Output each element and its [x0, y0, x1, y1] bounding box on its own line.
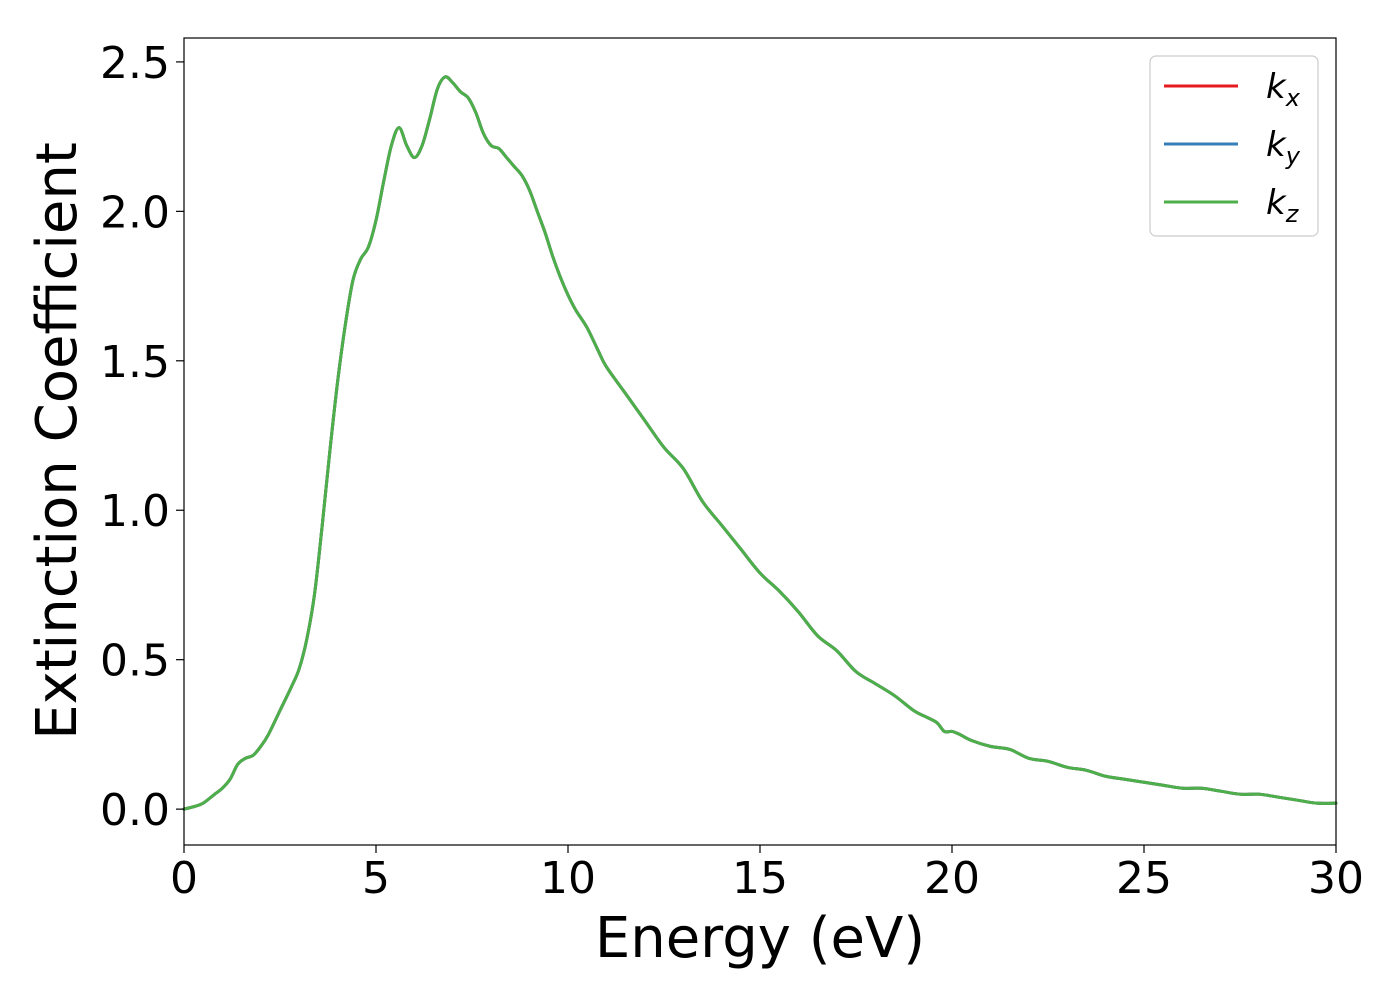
- y-axis: 0.0 0.5 1.0 1.5 2.0 2.5: [100, 38, 184, 836]
- x-tick-label: 25: [1116, 853, 1172, 904]
- series-layer: [182, 75, 1338, 811]
- legend-label-main: k: [1266, 67, 1287, 107]
- legend-label-subscript: z: [1285, 200, 1300, 228]
- x-axis-label: Energy (eV): [595, 906, 925, 971]
- legend-label-kx: kx: [1266, 67, 1301, 112]
- legend-label-kz: kz: [1266, 183, 1300, 228]
- x-axis: 0 5 10 15 20 25 30: [170, 845, 1364, 904]
- legend-label-ky: ky: [1266, 125, 1301, 170]
- x-tick-label: 30: [1308, 853, 1364, 904]
- x-tick-label: 0: [170, 853, 198, 904]
- series-line-kz: [182, 75, 1338, 811]
- y-tick-label: 1.5: [100, 337, 170, 388]
- y-tick-label: 0.5: [100, 636, 170, 687]
- legend-label-subscript: x: [1285, 84, 1301, 112]
- y-tick-label: 2.0: [100, 187, 170, 238]
- x-tick-label: 10: [540, 853, 596, 904]
- legend-box: [1149, 55, 1319, 237]
- y-tick-label: 0.0: [100, 785, 170, 836]
- plot-area: [184, 38, 1336, 845]
- legend-label-subscript: y: [1285, 142, 1301, 170]
- x-tick-label: 5: [362, 853, 390, 904]
- legend-label-main: k: [1266, 183, 1287, 223]
- x-tick-label: 15: [732, 853, 788, 904]
- y-axis-label: Extinction Coefficient: [25, 142, 90, 740]
- x-tick-label: 20: [924, 853, 980, 904]
- y-tick-label: 2.5: [100, 38, 170, 89]
- legend-label-main: k: [1266, 125, 1287, 165]
- y-tick-label: 1.0: [100, 486, 170, 537]
